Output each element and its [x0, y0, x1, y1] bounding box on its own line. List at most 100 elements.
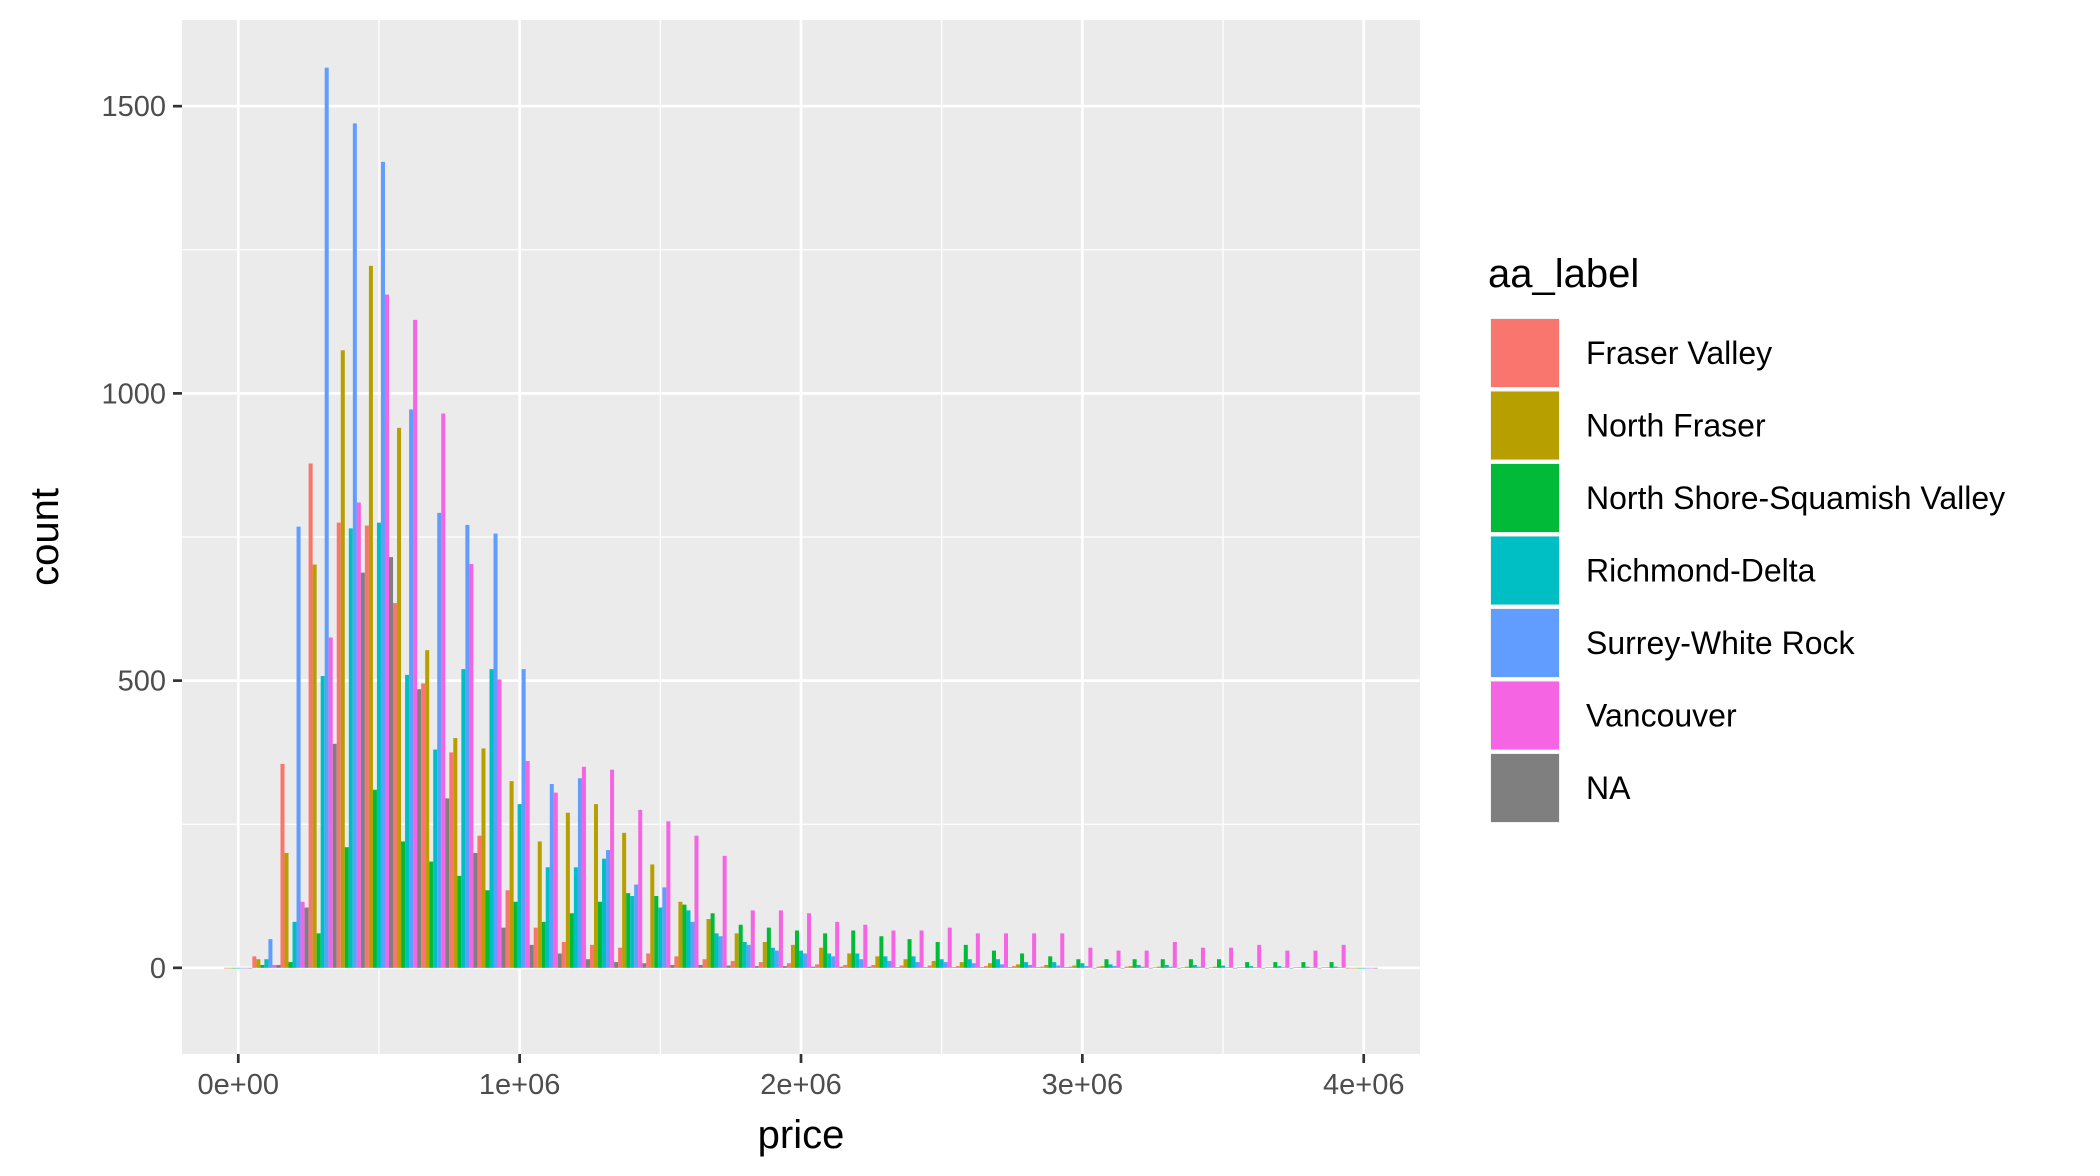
histogram-bar — [718, 936, 723, 968]
histogram-bar — [1253, 967, 1258, 968]
histogram-bar — [389, 557, 394, 968]
x-tick-label: 0e+00 — [198, 1069, 279, 1101]
legend-swatch — [1491, 319, 1559, 387]
histogram-bar — [320, 676, 325, 968]
histogram-bar — [517, 804, 522, 968]
histogram-bar — [1164, 964, 1169, 968]
histogram-bar — [1245, 962, 1250, 968]
histogram-bar — [919, 930, 924, 968]
legend-label: Richmond-Delta — [1586, 553, 1816, 589]
histogram-bar — [706, 919, 711, 968]
histogram-bar — [433, 749, 438, 968]
histogram-bar — [815, 964, 820, 968]
legend-swatch — [1491, 681, 1559, 750]
histogram-bar — [397, 427, 402, 968]
legend-title: aa_label — [1488, 252, 1639, 296]
histogram-bar — [561, 941, 566, 968]
histogram-bar — [1003, 933, 1009, 968]
histogram-bar — [449, 752, 454, 968]
histogram-bar — [754, 966, 759, 968]
histogram-bar — [1180, 967, 1185, 968]
histogram-bar — [786, 963, 791, 968]
histogram-bar — [1144, 950, 1149, 968]
x-tick-label: 1e+06 — [479, 1069, 560, 1101]
histogram-bar — [883, 956, 888, 968]
x-tick-label: 4e+06 — [1323, 1069, 1404, 1101]
histogram-bar — [1032, 933, 1037, 968]
histogram-bar — [413, 319, 418, 968]
histogram-bar — [1204, 967, 1209, 969]
legend-label: NA — [1586, 770, 1631, 806]
histogram-bar — [778, 910, 783, 968]
histogram-bar — [1329, 962, 1334, 968]
histogram-bar — [710, 913, 715, 968]
histogram-bar — [264, 959, 269, 968]
histogram-bar — [638, 809, 643, 968]
histogram-bar — [312, 564, 317, 968]
histogram-bar — [1076, 959, 1081, 968]
histogram-bar — [891, 930, 896, 968]
histogram-bar — [746, 944, 751, 968]
histogram-bar — [445, 798, 450, 968]
histogram-bar — [252, 956, 257, 968]
histogram-bar — [598, 901, 603, 968]
histogram-bar — [344, 847, 349, 968]
histogram-bar — [441, 413, 446, 968]
histogram-bar — [1225, 967, 1230, 968]
y-tick-label: 0 — [150, 953, 166, 985]
histogram-bar — [847, 953, 852, 968]
histogram-bar — [1096, 966, 1101, 968]
histogram-bar — [324, 67, 329, 968]
histogram-bar — [1285, 950, 1290, 968]
histogram-bar — [332, 743, 337, 968]
histogram-bar — [1293, 967, 1298, 968]
histogram-bar — [553, 792, 558, 968]
histogram-bar — [1012, 966, 1017, 968]
histogram-bar — [963, 944, 968, 968]
histogram-bar — [1100, 966, 1105, 968]
histogram-bar — [1257, 944, 1262, 968]
histogram-bar — [573, 867, 578, 968]
histogram-bar — [1212, 966, 1218, 968]
histogram-bar — [1192, 964, 1197, 968]
legend: Fraser Valley North Fraser North Shore-Squ… — [1490, 318, 2005, 823]
histogram-bar — [1265, 967, 1270, 968]
histogram-bar — [593, 804, 599, 968]
histogram-bar — [356, 502, 361, 968]
histogram-bar — [1341, 944, 1346, 968]
histogram-bar — [405, 674, 410, 968]
histogram-bar — [943, 962, 948, 968]
histogram-bar — [674, 956, 679, 968]
histogram-bar — [525, 761, 530, 968]
major-gridlines — [182, 20, 1420, 1054]
histogram-bar — [851, 930, 856, 968]
histogram-bar — [1152, 967, 1157, 968]
histogram-bar — [276, 964, 281, 968]
histogram-bar — [541, 921, 546, 968]
histogram-bar — [308, 463, 313, 968]
histogram-bar — [670, 964, 675, 968]
histogram-bar — [1176, 967, 1181, 969]
histogram-bar — [581, 766, 586, 968]
histogram-bar — [951, 967, 956, 968]
histogram-bar — [979, 967, 984, 968]
histogram-bar — [947, 927, 952, 968]
histogram-bar — [835, 921, 840, 968]
histogram-bar — [839, 966, 844, 968]
histogram-bar — [401, 841, 406, 968]
histogram-bar — [658, 907, 663, 968]
legend-swatch — [1491, 391, 1559, 460]
histogram-bar — [272, 964, 277, 968]
histogram-bar — [505, 890, 510, 968]
histogram-bar — [903, 959, 908, 968]
histogram-bar — [694, 835, 699, 968]
histogram-bar — [1241, 967, 1246, 968]
histogram-bar — [477, 835, 482, 968]
histogram-bar — [280, 763, 285, 968]
histogram-bar — [935, 941, 940, 968]
legend-label: Vancouver — [1586, 698, 1737, 734]
histogram-bar — [1128, 966, 1133, 968]
histogram-bar — [493, 533, 498, 968]
histogram-bar — [1200, 947, 1205, 968]
histogram-bar — [1108, 964, 1113, 968]
